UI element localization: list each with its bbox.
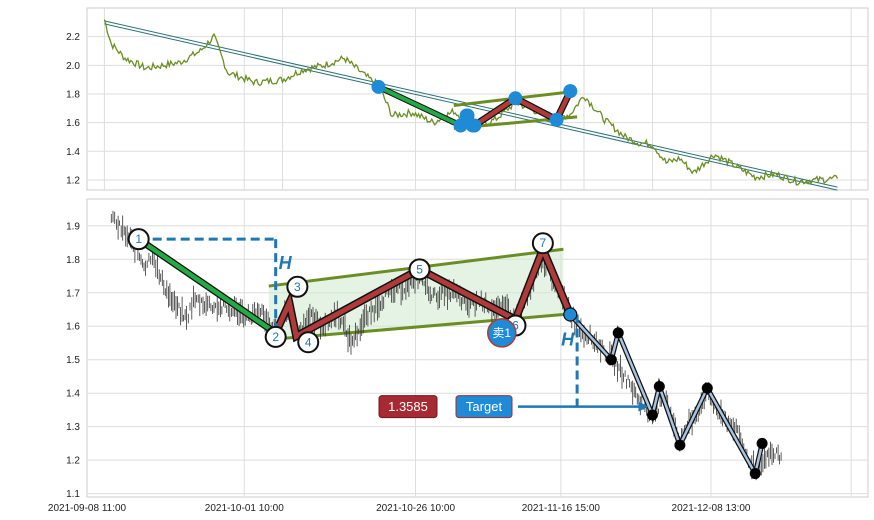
overview-pattern-point (549, 112, 564, 127)
point-label-circle (408, 258, 431, 281)
overview-pattern-point (465, 118, 480, 133)
point-label-text: 2 (272, 330, 279, 344)
detail-y-tick-label: 1.2 (66, 456, 80, 467)
projected-point (701, 382, 713, 394)
detail-x-ticks: 2021-09-08 11:00 2021-10-01 10:00 2021-10-… (48, 503, 751, 514)
overview-y-tick-label: 2.2 (66, 32, 80, 43)
detail-y-tick-label: 1.7 (66, 288, 80, 299)
detail-y-tick-label: 1.5 (66, 355, 80, 366)
x-tick-label: 2021-10-01 10:00 (205, 503, 284, 514)
target-label: Target (466, 399, 503, 414)
detail-y-ticks: 1.1 1.2 1.3 1.4 1.5 1.6 1.7 1.8 1.9 (66, 221, 80, 500)
overview-pattern-point (508, 91, 523, 106)
point-label-text: 7 (540, 236, 547, 250)
point-label-circle (127, 228, 150, 251)
pattern-leg-down (137, 237, 277, 335)
projected-point (749, 468, 761, 480)
projection-label: H (561, 330, 575, 350)
x-tick-label: 2021-11-16 15:00 (522, 503, 601, 514)
detail-panel-frame (86, 198, 869, 498)
overview-y-tick-label: 1.2 (66, 175, 80, 186)
point-label-circle (297, 331, 320, 354)
point-label-circle (286, 275, 309, 298)
overview-y-tick-label: 1.4 (66, 147, 80, 158)
detail-y-tick-label: 1.9 (66, 221, 80, 232)
detail-point-labels: 1 2 3 4 5 6 7 卖1 (127, 228, 578, 354)
detail-y-tick-label: 1.4 (66, 389, 80, 400)
detail-target-annotation: 1.3585 Target (378, 395, 649, 419)
target-arrow-head (638, 401, 649, 412)
detail-grid (87, 199, 868, 497)
x-tick-label: 2021-10-26 10:00 (376, 503, 455, 514)
overview-y-tick-label: 1.8 (66, 89, 80, 100)
channel-fill (268, 249, 564, 340)
detail-projected-path (568, 312, 768, 481)
x-tick-label: 2021-09-08 11:00 (48, 503, 127, 514)
overview-y-tick-label: 1.6 (66, 118, 80, 129)
detail-y-tick-label: 1.3 (66, 422, 80, 433)
overview-pattern-point (563, 84, 578, 99)
overview-y-ticks: 1.2 1.4 1.6 1.8 2.0 2.2 (66, 32, 80, 186)
detail-panel: 1.1 1.2 1.3 1.4 1.5 1.6 1.7 1.8 1.9 2021-09-08 1… (48, 198, 869, 514)
overview-panel: 1.2 1.4 1.6 1.8 2.0 2.2 (66, 7, 869, 191)
detail-height-markers: HH (138, 237, 579, 409)
overview-panel-frame (86, 7, 869, 191)
detail-y-tick-label: 1.8 (66, 255, 80, 266)
projected-point (674, 439, 686, 451)
overview-pattern-point (371, 79, 386, 94)
point-label-circle (531, 232, 554, 255)
point-label-text: 5 (416, 262, 423, 276)
point-label-text: 3 (294, 280, 301, 294)
projected-point (653, 381, 665, 393)
sell-signal-badge (487, 318, 517, 348)
breakout-point (563, 307, 578, 322)
target-value-box (378, 395, 438, 419)
point-label-text: 4 (305, 335, 312, 349)
projected-point (646, 409, 658, 421)
overview-leg-down (377, 85, 462, 128)
overview-pattern (371, 79, 578, 133)
target-value-label: 1.3585 (388, 399, 428, 414)
projected-point (605, 354, 617, 366)
sell-signal-label: 卖1 (492, 326, 511, 340)
detail-y-tick-label: 1.6 (66, 322, 80, 333)
point-label-circle (264, 325, 287, 348)
overview-y-tick-label: 2.0 (66, 61, 80, 72)
projected-point (756, 437, 768, 449)
projected-point (612, 327, 624, 339)
height-label: H (279, 253, 293, 273)
target-box (455, 395, 513, 419)
x-tick-label: 2021-12-08 13:00 (672, 503, 751, 514)
detail-y-tick-label: 1.1 (66, 489, 80, 500)
point-label-text: 1 (135, 232, 142, 246)
overview-trendline-lower (104, 23, 838, 191)
point-label-text: 6 (512, 319, 519, 333)
